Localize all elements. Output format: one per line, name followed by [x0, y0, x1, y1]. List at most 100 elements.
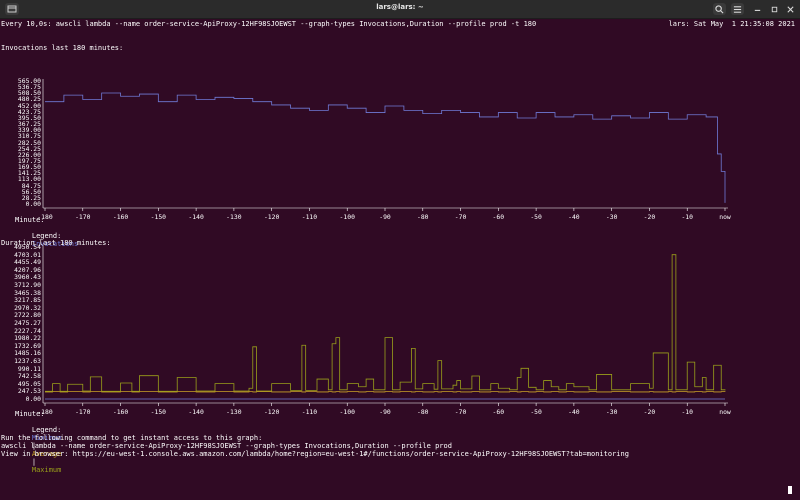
footer-line-1: Run the following command to get instant… — [1, 434, 263, 442]
y-tick-label: 423.75 — [17, 107, 41, 116]
x-tick-label: -30 — [605, 213, 618, 221]
x-tick-label: -180 — [37, 213, 53, 221]
y-tick-label: 226.00 — [17, 150, 41, 159]
y-tick-label: 3465.38 — [14, 288, 41, 297]
chart-title-invocations: Invocations last 180 minutes: — [1, 44, 124, 52]
x-tick-label: now — [719, 408, 731, 416]
x-tick-label: -110 — [301, 408, 318, 416]
x-tick-label: -70 — [454, 213, 467, 221]
series-line-invocations — [45, 92, 726, 203]
footer-line-3: View in browser: https://eu-west-1.conso… — [1, 450, 629, 458]
y-tick-label: 197.75 — [17, 156, 41, 165]
x-axis-label-invocations: Minute: — [15, 216, 45, 224]
y-tick-label: 367.25 — [17, 120, 41, 129]
x-tick-label: -60 — [492, 213, 505, 221]
x-tick-label: -10 — [681, 408, 693, 416]
x-tick-label: -110 — [301, 213, 318, 221]
y-tick-label: 536.75 — [17, 83, 41, 92]
x-tick-label: -160 — [112, 213, 129, 221]
y-tick-label: 742.58 — [17, 372, 41, 381]
y-tick-label: 2722.80 — [14, 311, 41, 320]
x-tick-label: -20 — [643, 213, 656, 221]
y-tick-label: 113.00 — [17, 175, 41, 184]
legend-label: Legend: — [31, 426, 62, 434]
y-tick-label: 0.00 — [25, 200, 41, 208]
legend-item-invocations: Invocations — [31, 240, 79, 248]
chart-title-duration: Duration last 180 minutes: — [1, 239, 111, 247]
x-tick-label: -20 — [643, 408, 656, 416]
x-tick-label: -60 — [492, 408, 505, 416]
x-tick-label: now — [719, 213, 731, 221]
x-axis-label-duration: Minute: — [15, 410, 45, 418]
legend-duration: Legend: Minimum | Average | Maximum — [15, 418, 62, 482]
y-tick-label: 2227.74 — [14, 326, 41, 335]
legend-separator: | — [31, 458, 37, 466]
legend-item-average: Average — [31, 450, 62, 458]
new-tab-icon[interactable] — [5, 3, 19, 15]
x-tick-label: -10 — [681, 213, 693, 221]
y-tick-label: 282.50 — [17, 138, 41, 147]
y-tick-label: 1980.22 — [14, 334, 41, 343]
x-tick-label: -140 — [188, 408, 204, 416]
y-tick-label: 310.75 — [17, 132, 41, 141]
x-tick-label: -170 — [75, 408, 91, 416]
y-tick-label: 1237.63 — [14, 357, 41, 365]
window-title: lars@lars: ~ — [376, 3, 424, 11]
hamburger-menu-icon[interactable] — [731, 3, 744, 15]
x-tick-label: -120 — [263, 408, 280, 416]
y-tick-label: 1732.69 — [14, 341, 41, 350]
x-tick-label: -70 — [454, 408, 467, 416]
minimize-icon[interactable] — [751, 3, 763, 15]
window-titlebar: lars@lars: ~ — [0, 0, 800, 19]
y-tick-label: 990.11 — [17, 364, 41, 373]
y-tick-label: 2475.27 — [14, 319, 41, 327]
y-tick-label: 2970.32 — [14, 303, 41, 312]
y-tick-label: 4950.54 — [14, 243, 41, 251]
x-tick-label: -100 — [339, 213, 355, 221]
y-tick-label: 84.75 — [21, 181, 41, 190]
terminal-area[interactable]: Every 10,0s: awscli lambda --name order-… — [0, 19, 800, 500]
y-tick-label: 452.00 — [17, 101, 41, 110]
legend-label: Legend: — [31, 232, 62, 240]
legend-separator: | — [31, 442, 37, 450]
x-tick-label: -90 — [379, 213, 391, 221]
y-tick-label: 3712.90 — [14, 281, 41, 289]
maximize-icon[interactable] — [768, 3, 780, 15]
x-tick-label: -40 — [568, 408, 580, 416]
terminal-cursor — [788, 486, 792, 494]
y-tick-label: 56.50 — [21, 187, 41, 196]
x-tick-label: -50 — [530, 408, 542, 416]
footer-line-2: awscli lambda --name order-service-ApiPr… — [1, 442, 452, 450]
y-tick-label: 141.25 — [17, 169, 41, 178]
y-tick-label: 254.25 — [17, 144, 41, 153]
y-tick-label: 169.50 — [17, 163, 41, 172]
legend-item-minimum: Minimum — [31, 434, 62, 442]
y-tick-label: 495.05 — [17, 379, 41, 388]
plots-canvas — [42, 79, 728, 406]
series-line-maximum — [45, 254, 726, 392]
y-tick-label: 28.25 — [21, 193, 41, 202]
y-tick-label: 565.00 — [17, 77, 41, 85]
watch-status: lars: Sat May 1 21:35:08 2021 — [668, 20, 795, 28]
y-tick-label: 1485.16 — [14, 349, 41, 358]
y-tick-label: 4455.49 — [14, 258, 41, 267]
x-tick-label: -170 — [75, 213, 91, 221]
x-tick-label: -180 — [37, 408, 53, 416]
x-tick-label: -130 — [226, 408, 242, 416]
x-tick-label: -150 — [150, 408, 167, 416]
y-tick-label: 480.25 — [17, 95, 41, 104]
x-tick-label: -140 — [188, 213, 204, 221]
y-tick-label: 508.50 — [17, 89, 41, 98]
x-tick-label: -90 — [379, 408, 391, 416]
x-tick-label: -80 — [416, 213, 429, 221]
x-tick-label: -150 — [150, 213, 167, 221]
watch-command: Every 10,0s: awscli lambda --name order-… — [1, 20, 537, 28]
x-tick-label: -160 — [112, 408, 129, 416]
legend-item-maximum: Maximum — [31, 466, 62, 474]
x-tick-label: -40 — [568, 213, 580, 221]
close-icon[interactable] — [784, 3, 796, 15]
search-icon[interactable] — [713, 3, 726, 15]
y-tick-label: 339.00 — [17, 126, 41, 135]
x-tick-label: -30 — [605, 408, 618, 416]
x-tick-label: -100 — [339, 408, 355, 416]
